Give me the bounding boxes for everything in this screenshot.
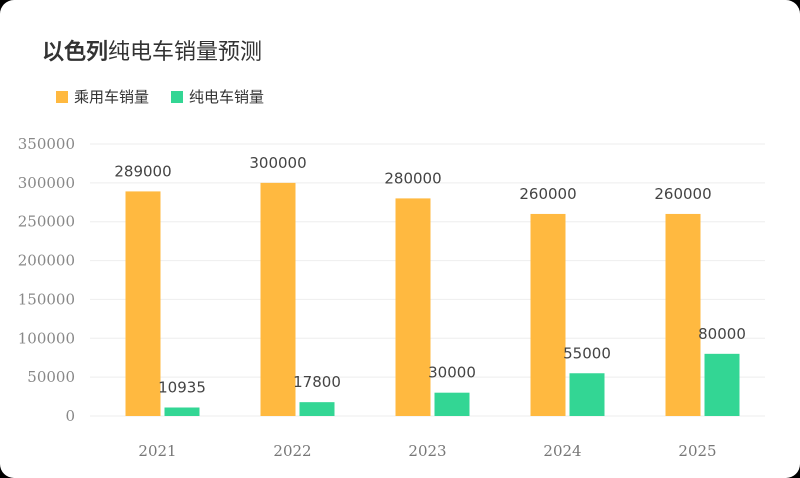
data-label: 30000 — [428, 364, 476, 382]
chart-title-rest: 纯电车销量预测 — [108, 40, 263, 65]
legend-swatch-ev — [171, 90, 184, 103]
bar-passenger — [395, 198, 431, 416]
legend: 乘用车销量 纯电车销量 — [56, 86, 286, 107]
x-tick-label: 2024 — [543, 442, 581, 460]
x-tick-label: 2022 — [273, 442, 311, 460]
bar-ev — [299, 402, 335, 416]
bar-passenger — [530, 213, 566, 416]
legend-label-ev: 纯电车销量 — [189, 88, 265, 106]
data-label: 80000 — [698, 325, 746, 343]
y-tick-label: 300000 — [18, 174, 75, 192]
data-label: 55000 — [563, 344, 611, 362]
bar-passenger — [260, 182, 296, 416]
y-tick-label: 350000 — [18, 135, 75, 153]
bar-ev — [704, 353, 740, 416]
bar-ev — [164, 407, 200, 416]
y-tick-label: 150000 — [18, 290, 75, 308]
chart-title-bold: 以色列 — [42, 40, 109, 65]
legend-item-passenger[interactable]: 乘用车销量 — [56, 86, 149, 107]
data-label: 260000 — [519, 185, 576, 203]
bar-passenger — [665, 213, 701, 416]
bar-ev — [569, 373, 605, 416]
bar-passenger — [125, 191, 161, 416]
data-label: 280000 — [384, 169, 441, 187]
bar-ev — [434, 392, 470, 416]
legend-swatch-passenger — [56, 90, 68, 103]
x-tick-label: 2021 — [138, 442, 176, 460]
data-label: 10935 — [158, 379, 206, 397]
y-tick-label: 50000 — [27, 368, 75, 386]
x-tick-label: 2023 — [408, 442, 446, 460]
y-tick-label: 200000 — [18, 252, 75, 270]
chart-title: 以色列纯电车销量预测 — [42, 34, 262, 66]
legend-label-passenger: 乘用车销量 — [74, 88, 150, 106]
legend-item-ev[interactable]: 纯电车销量 — [171, 86, 264, 107]
y-tick-label: 100000 — [18, 329, 75, 347]
data-label: 17800 — [293, 373, 341, 391]
data-label: 300000 — [249, 154, 306, 172]
x-tick-label: 2025 — [678, 442, 716, 460]
data-label: 289000 — [114, 162, 171, 180]
data-label: 260000 — [654, 185, 711, 203]
y-tick-label: 0 — [65, 407, 75, 425]
y-tick-label: 250000 — [18, 213, 75, 231]
